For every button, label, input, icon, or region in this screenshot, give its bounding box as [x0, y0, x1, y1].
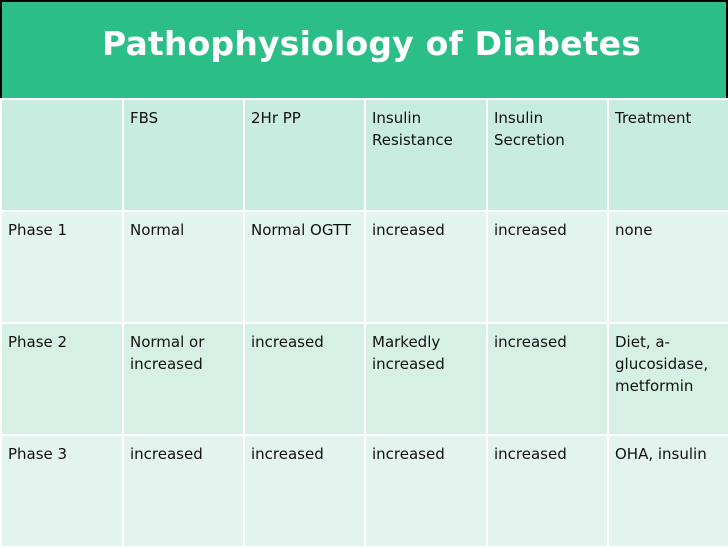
- table-cell: OHA, insulin: [607, 434, 728, 548]
- table-cell: Normal: [122, 210, 245, 324]
- title-bar: Pathophysiology of Diabetes: [2, 2, 726, 98]
- header-cell-treatment: Treatment: [607, 98, 728, 212]
- table-cell: increased: [486, 434, 609, 548]
- table-row-phase-2: Phase 2 Normal or increased increased Ma…: [0, 322, 728, 436]
- table-row-phase-1: Phase 1 Normal Normal OGTT increased inc…: [0, 210, 728, 324]
- table-cell: Phase 1: [0, 210, 124, 324]
- table-cell: Diet, a-glucosidase, metformin: [607, 322, 728, 436]
- table-cell: increased: [486, 210, 609, 324]
- header-cell-2hr-pp: 2Hr PP: [243, 98, 366, 212]
- table-cell: Phase 2: [0, 322, 124, 436]
- table-cell: increased: [243, 434, 366, 548]
- table-cell: increased: [364, 434, 488, 548]
- header-cell-fbs: FBS: [122, 98, 245, 212]
- table-cell: none: [607, 210, 728, 324]
- table-cell: Normal OGTT: [243, 210, 366, 324]
- header-cell-insulin-secretion: Insulin Secretion: [486, 98, 609, 212]
- table-cell: Phase 3: [0, 434, 124, 548]
- header-cell-insulin-resistance: Insulin Resistance: [364, 98, 488, 212]
- table-cell: increased: [364, 210, 488, 324]
- diabetes-phases-table: FBS 2Hr PP Insulin Resistance Insulin Se…: [0, 98, 728, 548]
- table-cell: Normal or increased: [122, 322, 245, 436]
- table-cell: increased: [122, 434, 245, 548]
- header-cell-blank: [0, 98, 124, 212]
- table-cell: increased: [243, 322, 366, 436]
- table-row-phase-3: Phase 3 increased increased increased in…: [0, 434, 728, 548]
- table-cell: increased: [486, 322, 609, 436]
- table-cell: Markedly increased: [364, 322, 488, 436]
- slide-title: Pathophysiology of Diabetes: [102, 24, 642, 63]
- table-header-row: FBS 2Hr PP Insulin Resistance Insulin Se…: [0, 98, 728, 212]
